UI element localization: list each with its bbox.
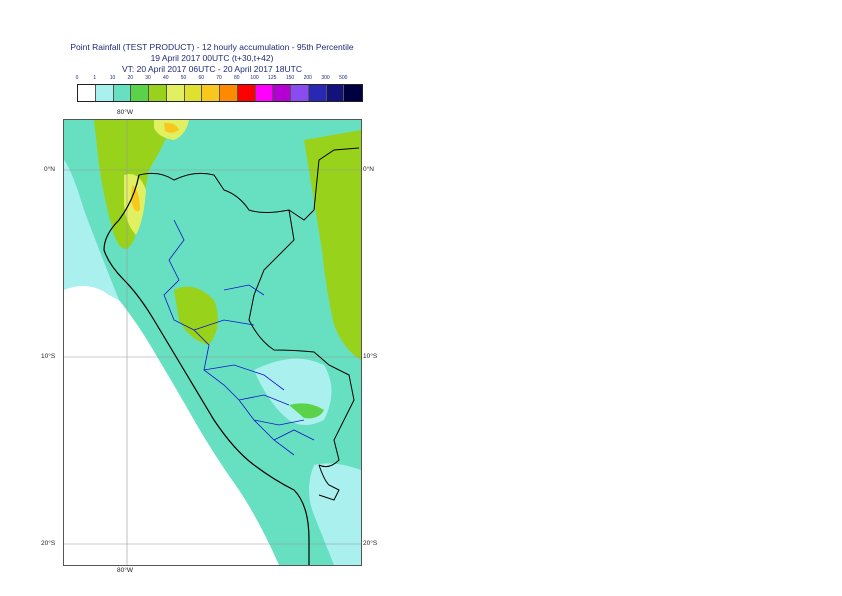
legend-swatch-13 [308, 85, 327, 101]
rainfall-color-legend [77, 84, 363, 102]
legend-swatch-0 [78, 85, 96, 101]
legend-threshold-label: 50 [180, 75, 187, 81]
legend-threshold-label: 60 [198, 75, 205, 81]
map-title-line2: 19 April 2017 00UTC (t+30,t+42) [150, 53, 274, 63]
legend-threshold-label: 500 [339, 75, 348, 81]
rainfall-map [63, 119, 362, 566]
peak-core-1 [131, 185, 140, 212]
heavy-rain-area-central [174, 286, 218, 345]
lat-label-right-0: 0°N [363, 166, 374, 173]
lat-label-right-10: 10°S [363, 353, 378, 360]
legend-threshold-label: 40 [162, 75, 169, 81]
legend-swatch-2 [113, 85, 132, 101]
legend-threshold-label: 200 [303, 75, 312, 81]
peak-core-2 [164, 122, 179, 133]
legend-swatch-1 [95, 85, 114, 101]
border-north [138, 147, 360, 221]
legend-threshold-label: 30 [145, 75, 151, 81]
heavy-rain-area-east [304, 130, 361, 360]
legend-threshold-label: 125 [268, 75, 277, 81]
legend-swatch-14 [326, 85, 345, 101]
legend-threshold-labels: 0 1 10 20 30 40 50 60 70 80 100 125 150 200 300 500 [0, 75, 424, 84]
legend-swatch-8 [220, 85, 238, 101]
heavy-rain-area-south [289, 403, 324, 419]
lon-label-bottom: 80°W [117, 567, 133, 574]
border-east [248, 209, 355, 468]
legend-threshold-label: 10 [109, 75, 116, 81]
lon-label-top: 80°W [117, 109, 133, 116]
border-lake [318, 464, 340, 501]
legend-swatch-10 [255, 85, 274, 101]
legend-threshold-label: 300 [321, 75, 330, 81]
admin-boundaries [163, 219, 315, 456]
legend-swatch-6 [184, 85, 203, 101]
legend-swatch-9 [237, 85, 256, 101]
legend-swatch-15 [344, 85, 362, 101]
lat-label-left-20: 20°S [41, 540, 56, 547]
legend-swatch-7 [202, 85, 220, 101]
legend-threshold-label: 0 [75, 75, 79, 81]
map-title-line3: VT: 20 April 2017 06UTC - 20 April 2017 … [121, 64, 302, 74]
legend-threshold-label: 80 [233, 75, 240, 81]
legend-swatch-3 [131, 85, 149, 101]
lat-label-left-0: 0°N [44, 166, 55, 173]
legend-threshold-label: 100 [250, 75, 259, 81]
legend-threshold-label: 1 [93, 75, 97, 81]
lat-label-right-20: 20°S [363, 540, 378, 547]
map-canvas [64, 120, 361, 565]
map-title-line1: Point Rainfall (TEST PRODUCT) - 12 hourl… [70, 42, 354, 52]
legend-threshold-label: 150 [285, 75, 295, 81]
legend-swatch-5 [166, 85, 185, 101]
legend-threshold-label: 20 [127, 75, 134, 81]
legend-swatch-11 [273, 85, 291, 101]
moderate-rain-area [64, 120, 361, 565]
legend-swatch-4 [149, 85, 167, 101]
legend-threshold-label: 70 [216, 75, 222, 81]
coastline [103, 174, 310, 565]
lat-label-left-10: 10°S [41, 353, 56, 360]
legend-swatch-12 [291, 85, 309, 101]
dry-area [64, 286, 279, 565]
